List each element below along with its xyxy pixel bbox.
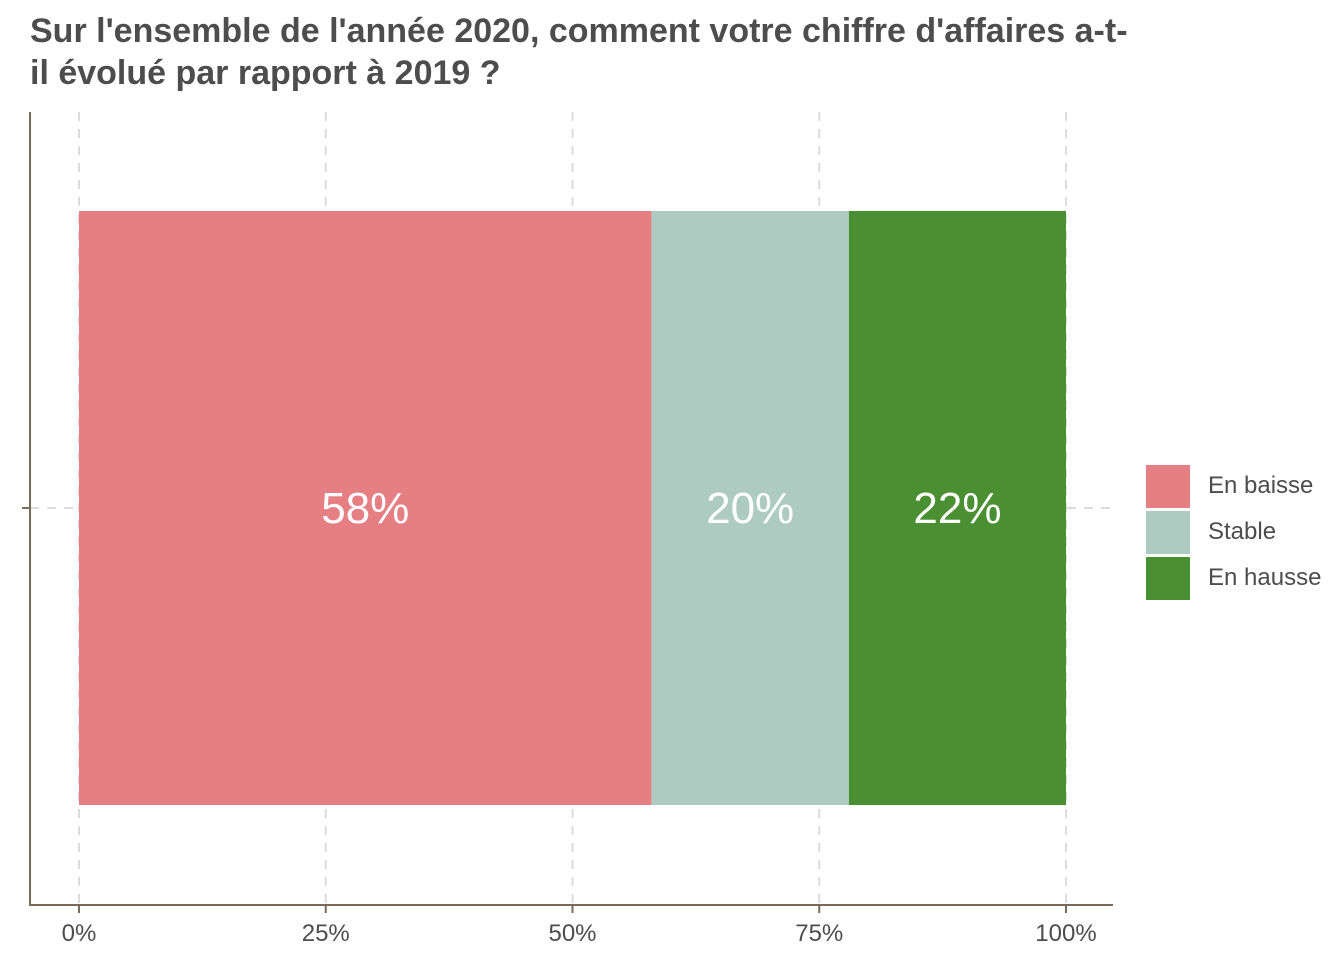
legend-swatch-en-hausse <box>1146 556 1190 600</box>
legend-label-en-hausse: En hausse <box>1208 564 1322 591</box>
legend-swatch-en-baisse <box>1146 464 1190 508</box>
legend: En baisse Stable En hausse <box>1146 463 1321 601</box>
bar-segment-stable <box>651 211 849 805</box>
legend-item-en-baisse: En baisse <box>1146 463 1321 509</box>
legend-swatch-stable <box>1146 510 1190 554</box>
legend-item-en-hausse: En hausse <box>1146 555 1321 601</box>
bar-segment-en-hausse <box>848 211 1066 805</box>
legend-item-stable: Stable <box>1146 509 1321 555</box>
chart-title: Sur l'ensemble de l'année 2020, comment … <box>30 10 1310 94</box>
x-tick-label-1: 25% <box>302 920 350 947</box>
chart-title-line-2: il évolué par rapport à 2019 ? <box>30 54 501 92</box>
bar-segment-en-baisse <box>79 211 652 805</box>
x-tick-label-4: 100% <box>1035 920 1096 947</box>
legend-label-en-baisse: En baisse <box>1208 472 1314 499</box>
data-label-stable: 20% <box>706 484 794 533</box>
legend-label-stable: Stable <box>1208 518 1277 545</box>
data-label-en-baisse: 58% <box>321 484 409 533</box>
x-tick-label-2: 50% <box>548 920 596 947</box>
x-tick-label-0: 0% <box>62 920 97 947</box>
x-tick-label-3: 75% <box>795 920 843 947</box>
chart-title-line-1: Sur l'ensemble de l'année 2020, comment … <box>30 12 1128 50</box>
data-label-en-hausse: 22% <box>913 484 1001 533</box>
